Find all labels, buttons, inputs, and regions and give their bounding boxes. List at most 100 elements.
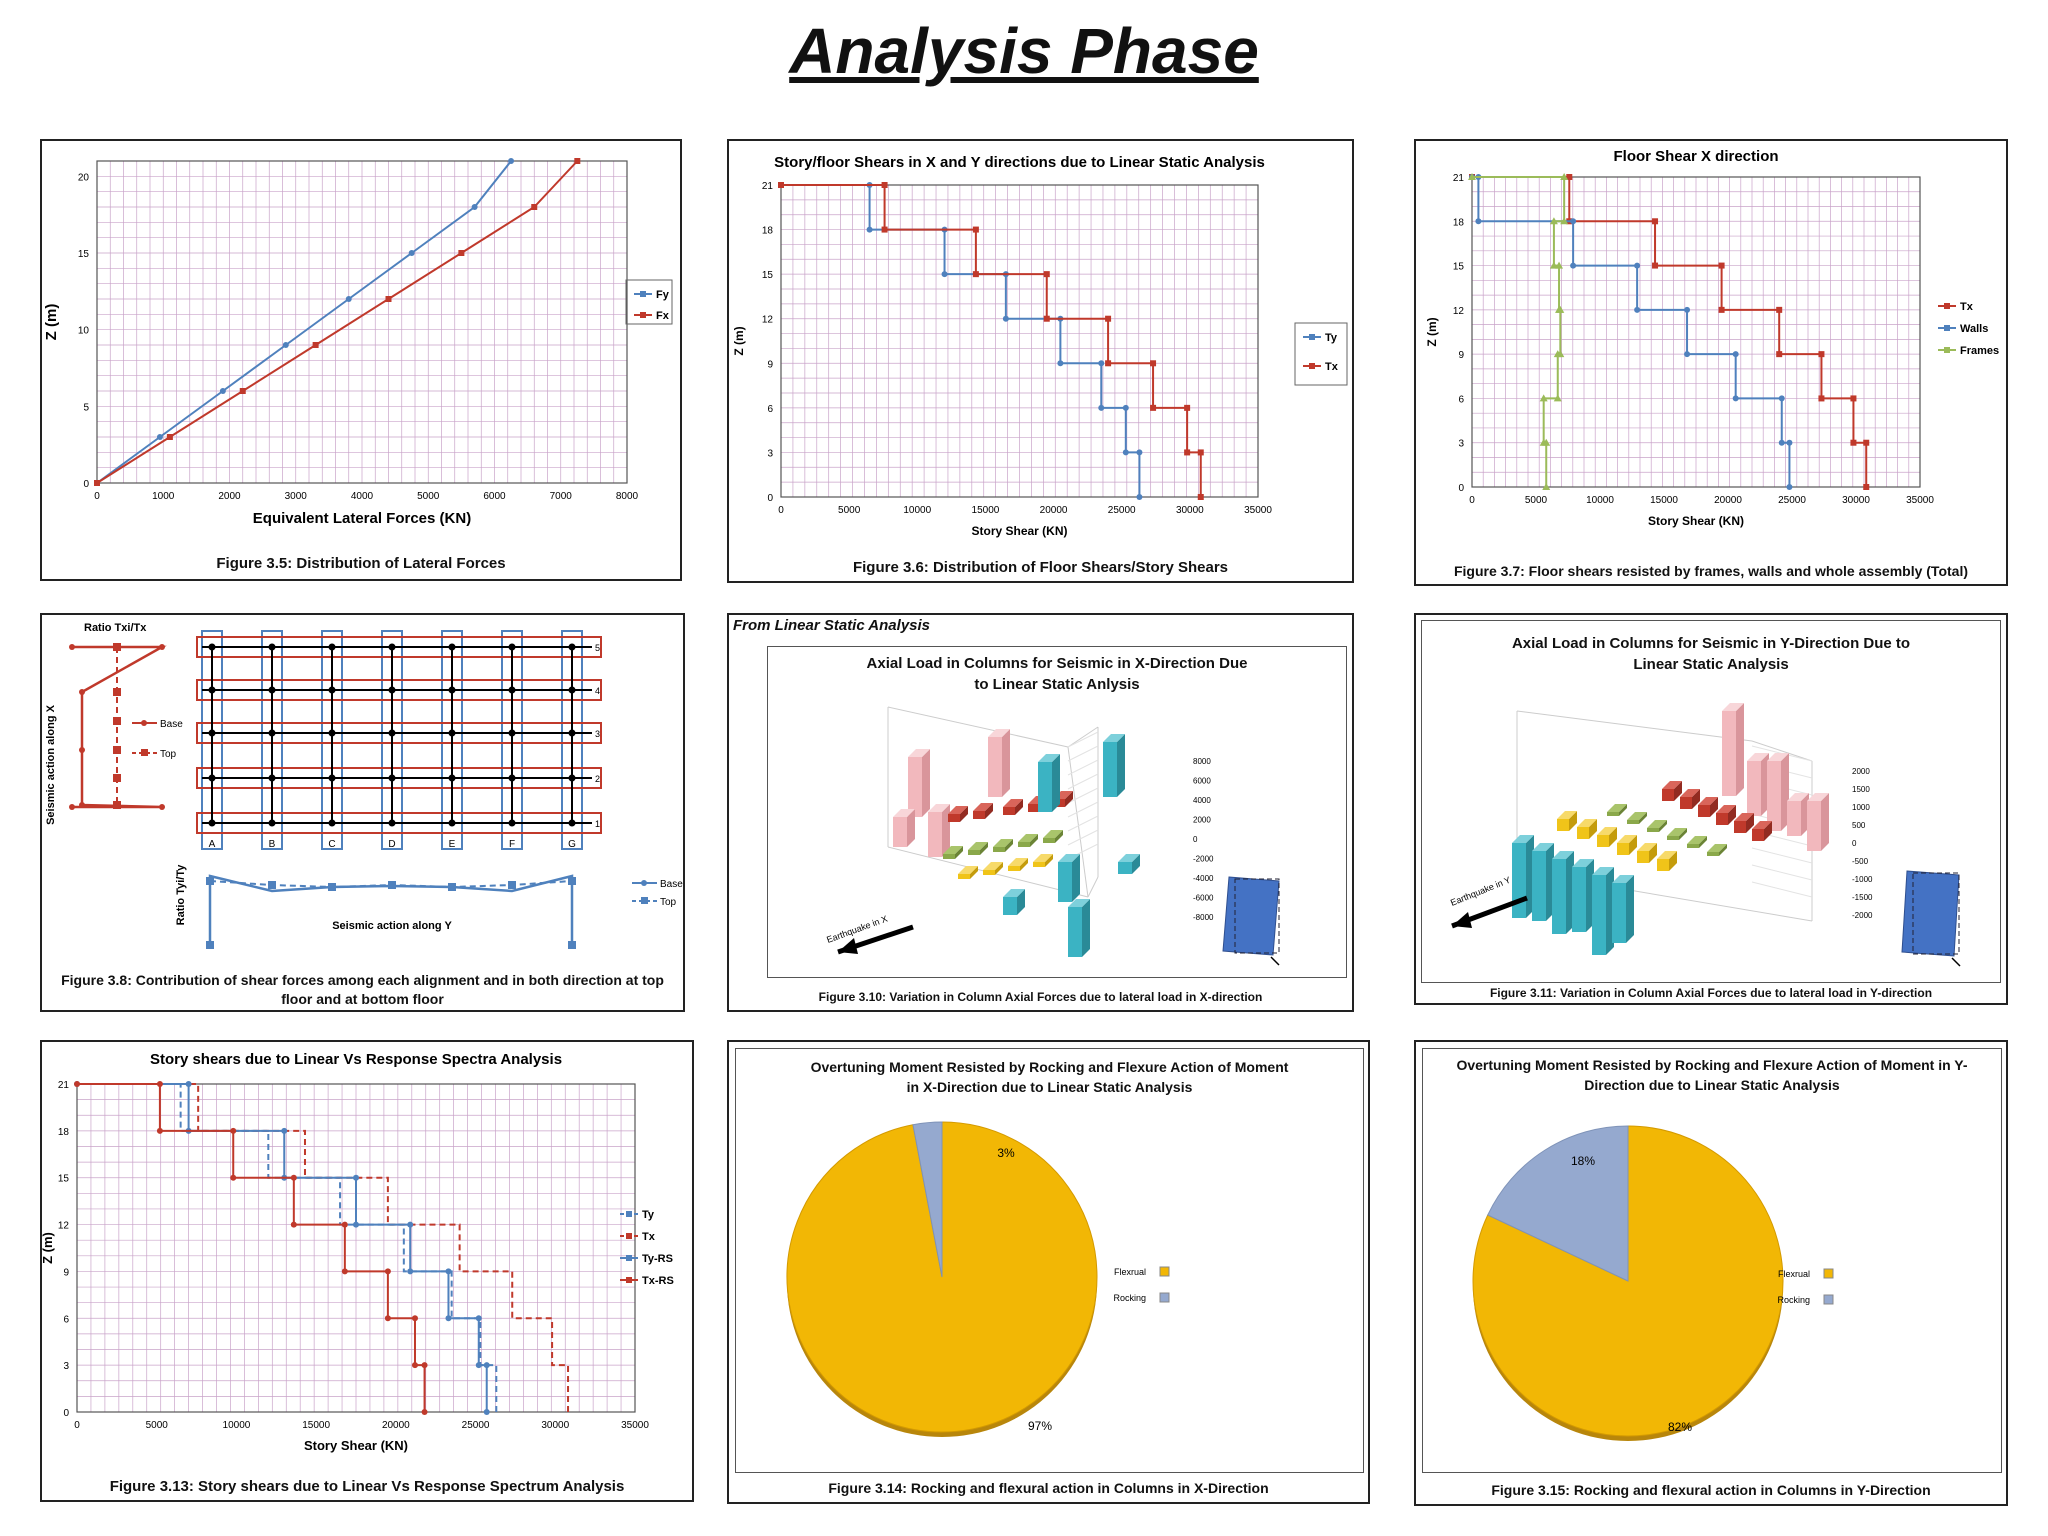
plot-frame-line (1067, 787, 1099, 804)
y-tick-label: 6 (767, 404, 773, 415)
legend-swatch (1159, 1266, 1170, 1277)
column-node (328, 643, 336, 651)
legend-label-rocking: Rocking (1113, 1293, 1146, 1303)
figure-3-11-frame: Axial Load in Columns for Seismic in Y-D… (1421, 620, 2001, 983)
x-tick-label: 0 (778, 505, 784, 516)
top-point (113, 688, 121, 696)
data-point (941, 271, 948, 278)
plot-frame-line (1516, 710, 1753, 742)
plot-frame-line (1067, 726, 1099, 748)
x-tick-label: 3000 (285, 491, 308, 502)
data-point (1778, 395, 1785, 402)
column-node (268, 774, 276, 782)
column-bar-side (1629, 835, 1637, 855)
column-bar-side (985, 803, 993, 819)
figure-3-15-frame: Overtuning Moment Resisted by Rocking an… (1422, 1048, 2002, 1473)
data-point (408, 250, 415, 256)
top-point (113, 746, 121, 754)
column-bar (1572, 867, 1586, 932)
y-tick-label: 5 (83, 402, 89, 413)
column-bar (1592, 875, 1606, 955)
column-node (268, 729, 276, 737)
column-bar (1657, 859, 1669, 871)
column-bar-top (1787, 793, 1809, 801)
data-point (778, 182, 784, 188)
legend-marker (640, 312, 646, 318)
figure-3-15-title: Overtuning Moment Resisted by Rocking an… (1456, 1057, 1968, 1093)
pie-slice-rocking (912, 1121, 943, 1278)
top-point (113, 643, 121, 651)
data-point (1684, 306, 1691, 313)
base-point (79, 802, 85, 808)
column-node (268, 819, 276, 827)
z-axis-tick-label: -8000 (1193, 913, 1214, 922)
column-bar (958, 874, 970, 879)
z-axis-tick-label: 1000 (1852, 803, 1870, 812)
top-point (328, 883, 336, 891)
column-bar-top (1597, 827, 1617, 835)
column-bar-side (1065, 791, 1073, 807)
figure-3-8-caption: Figure 3.8: Contribution of shear forces… (61, 972, 664, 1007)
data-point (1475, 218, 1482, 225)
data-point (156, 434, 163, 440)
column-bar-side (970, 866, 978, 879)
column-bar-side (1626, 875, 1634, 943)
data-point (483, 1362, 490, 1369)
data-point (1776, 351, 1783, 358)
column-bar (968, 850, 980, 855)
column-bar-top (1734, 813, 1754, 821)
column-node (208, 774, 216, 782)
data-point (353, 1221, 359, 1228)
y-tick-label: 6 (63, 1314, 69, 1325)
chart-title: Floor Shear X direction (1613, 148, 1778, 165)
x-tick-label: 10000 (903, 505, 931, 516)
y-tick-label: 0 (63, 1408, 69, 1419)
x-tick-label: 15000 (1650, 495, 1678, 506)
column-bar (1747, 761, 1761, 816)
column-bar-top (943, 846, 963, 854)
z-axis-tick-label: 2000 (1193, 816, 1211, 825)
figure-3-14-frame: Overtuning Moment Resisted by Rocking an… (735, 1048, 1364, 1473)
column-bar-top (1043, 830, 1063, 838)
column-node (328, 686, 336, 694)
figure-3-5-chart: 0 1000 2000 3000 4000 5000 6000 7000 8000 0 5 10 15 2… (43, 158, 673, 527)
column-bar (1577, 827, 1589, 839)
column-bar-side (1639, 812, 1647, 824)
column-bar-top (1680, 789, 1700, 797)
legend-swatch (1823, 1268, 1834, 1279)
x-tick-label: 4000 (351, 491, 374, 502)
column-bar-top (968, 842, 988, 850)
column-bar-top (1722, 703, 1744, 711)
legend-label-base: Base (160, 719, 183, 730)
column-node (208, 643, 216, 651)
legend-marker (1944, 325, 1950, 331)
top-point (268, 881, 276, 889)
data-point (384, 1315, 391, 1322)
data-point (1652, 262, 1659, 269)
column-bar-top (1552, 851, 1574, 859)
row-line-label: 4 (595, 686, 600, 696)
column-bar-side (1569, 811, 1577, 831)
x-tick-label: 15000 (972, 505, 1000, 516)
seismic-x-label: Seismic action along X (45, 704, 57, 824)
data-point (290, 1221, 297, 1228)
row-line-frame (196, 812, 602, 834)
top-point (113, 717, 121, 725)
column-line-frame (201, 630, 223, 850)
z-axis-tick-label: 0 (1193, 835, 1198, 844)
column-bar (1698, 805, 1710, 817)
column-bar-top (1637, 843, 1657, 851)
data-point (1184, 404, 1191, 411)
column-bar (1787, 801, 1801, 836)
column-bar (993, 847, 1005, 852)
legend-marker (626, 1277, 632, 1283)
column-bar-top (1662, 781, 1682, 789)
column-node (328, 819, 336, 827)
y-tick-label: 15 (762, 270, 774, 281)
x-tick-label: 7000 (550, 491, 573, 502)
column-bar-top (1118, 854, 1140, 862)
column-bar (1008, 866, 1020, 871)
column-line-frame (381, 630, 403, 850)
legend-label-tx: Tx (1325, 361, 1339, 373)
data-point (1718, 306, 1725, 313)
